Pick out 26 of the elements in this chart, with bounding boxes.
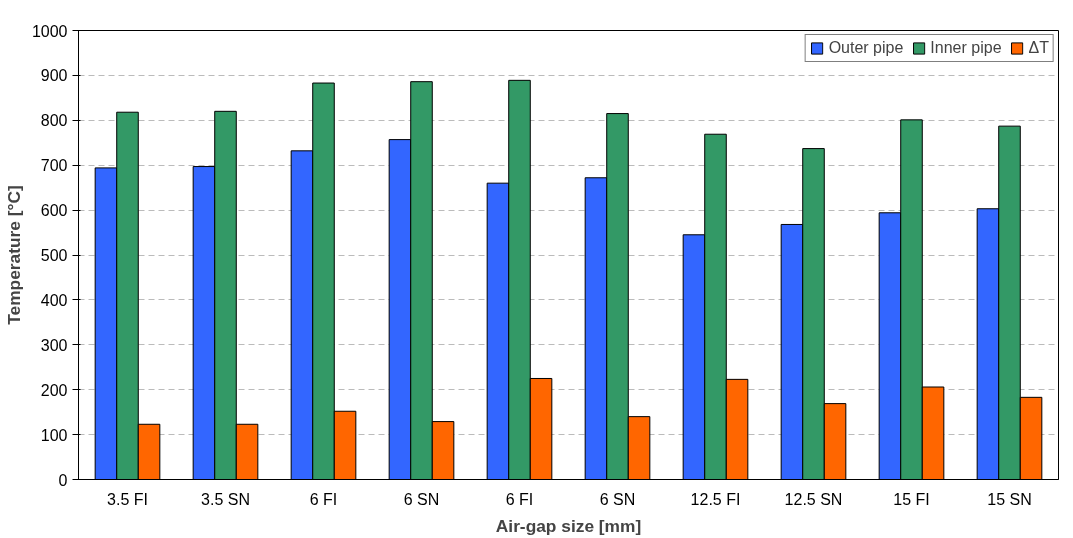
x-tick-label: 6 FI	[309, 490, 338, 508]
y-tick-label: 900	[40, 67, 68, 85]
y-tick-label: 100	[40, 426, 68, 444]
x-tick-label: 3.5 FI	[107, 490, 148, 508]
y-tick-label: 1000	[31, 22, 68, 40]
y-tick-label: 800	[40, 112, 68, 130]
x-tick-label: 15 FI	[893, 490, 930, 508]
x-tick-label: 12.5 FI	[690, 490, 741, 508]
y-tick-label: 700	[40, 157, 68, 175]
x-tick-label: 3.5 SN	[201, 490, 250, 508]
x-tick-label: 15 SN	[987, 490, 1032, 508]
y-tick-label: 400	[40, 291, 68, 309]
x-tick-label: 6 SN	[599, 490, 636, 508]
x-axis-title: Air-gap size [mm]	[495, 515, 642, 536]
x-tick-label: 12.5 SN	[784, 490, 843, 508]
legend-label: Outer pipe	[828, 39, 904, 57]
legend-label: ΔT	[1028, 39, 1049, 57]
y-tick-label: 600	[40, 202, 68, 220]
y-tick-label: 500	[40, 247, 68, 264]
y-axis-title: Temperature [°C]	[3, 185, 24, 325]
y-tick-label: 200	[40, 381, 68, 399]
x-tick-label: 6 FI	[505, 490, 534, 508]
y-tick-label: 300	[40, 336, 68, 354]
x-tick-label: 6 SN	[403, 490, 440, 508]
y-tick-label: 0	[58, 471, 68, 489]
legend-label: Inner pipe	[930, 39, 1002, 57]
